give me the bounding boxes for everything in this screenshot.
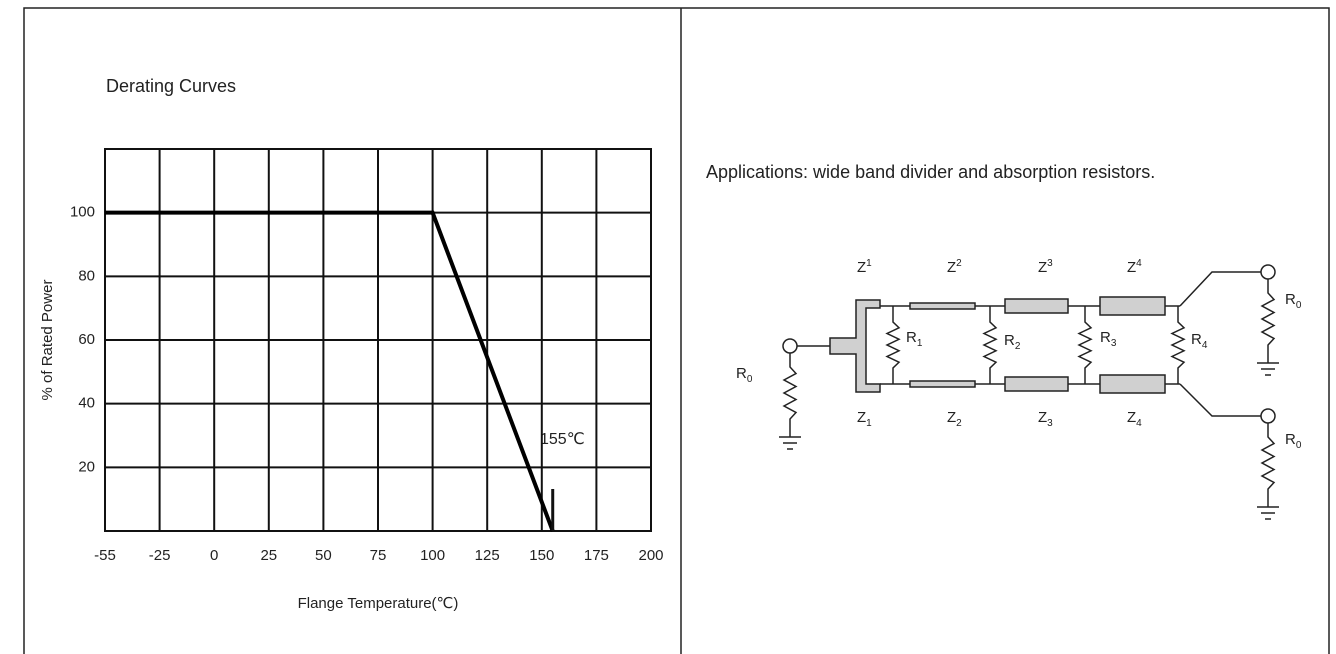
resistor [782, 353, 798, 437]
component-label: R0 [1285, 291, 1302, 311]
y-tick-label: 80 [78, 267, 95, 284]
wire [880, 305, 1180, 385]
chart-title: Derating Curves [106, 76, 236, 96]
resistor [1170, 306, 1186, 384]
label-index: 0 [1296, 440, 1302, 451]
annotation: 155℃ [540, 431, 585, 448]
resistor [1260, 279, 1276, 363]
label-index: 2 [956, 258, 962, 269]
line-segment [1099, 374, 1166, 394]
x-tick-label: 50 [315, 547, 332, 564]
x-axis-label: Flange Temperature(℃) [298, 595, 459, 612]
line-segment [909, 380, 976, 388]
x-tick-label: 200 [638, 547, 663, 564]
page-border [23, 7, 1330, 654]
component-label: Z3 [1038, 409, 1053, 429]
y-tick-label: 20 [78, 458, 95, 475]
resistor [885, 306, 901, 384]
label-base: R [1004, 332, 1015, 349]
label-base: R [1100, 329, 1111, 346]
component-label: Z4 [1127, 409, 1142, 429]
label-base: R [736, 365, 747, 382]
label-index: 2 [1015, 341, 1021, 352]
label-index: 1 [866, 418, 872, 429]
component-label: R0 [736, 365, 753, 385]
label-base: R [906, 329, 917, 346]
component-label: R0 [1285, 431, 1302, 451]
component-label: Z1 [857, 409, 872, 429]
label-base: Z [857, 259, 866, 276]
label-index: 0 [747, 374, 753, 385]
label-base: Z [1038, 259, 1047, 276]
x-tick-label: 75 [370, 547, 387, 564]
t-connector [829, 299, 881, 393]
derating-line [105, 210, 555, 532]
component-label: Z4 [1127, 258, 1142, 276]
label-base: Z [947, 259, 956, 276]
label-index: 3 [1111, 338, 1117, 349]
label-index: 4 [1136, 418, 1142, 429]
label-index: 3 [1047, 418, 1053, 429]
y-tick-label: 40 [78, 395, 95, 412]
component-label: Z3 [1038, 258, 1053, 276]
label-base: R [1191, 331, 1202, 348]
component-label: Z1 [857, 258, 872, 276]
label-base: Z [1038, 409, 1047, 426]
x-tick-label: -55 [94, 547, 116, 564]
port [1260, 408, 1276, 424]
resistor [1260, 423, 1276, 507]
label-index: 1 [917, 338, 923, 349]
component-label: Z2 [947, 409, 962, 429]
component-label: R1 [906, 329, 923, 349]
component-label: R4 [1191, 331, 1208, 351]
label-index: 3 [1047, 258, 1053, 269]
component-label: R3 [1100, 329, 1117, 349]
label-base: R [1285, 291, 1296, 308]
x-tick-label: 100 [420, 547, 445, 564]
line-segment [1099, 296, 1166, 316]
caption: Applications: wide band divider and abso… [706, 162, 1155, 182]
resistor [982, 306, 998, 384]
x-tick-label: 175 [584, 547, 609, 564]
port [782, 338, 798, 354]
label-index: 0 [1296, 300, 1302, 311]
ground [779, 436, 801, 450]
label-index: 4 [1202, 340, 1208, 351]
line-segment [1004, 376, 1069, 392]
label-index: 2 [956, 418, 962, 429]
ground [1257, 506, 1279, 520]
label-index: 1 [866, 258, 872, 269]
x-tick-label: 125 [475, 547, 500, 564]
x-tick-label: -25 [149, 547, 171, 564]
line-segment [909, 302, 976, 310]
label-base: Z [1127, 259, 1136, 276]
label-base: R [1285, 431, 1296, 448]
x-tick-label: 25 [260, 547, 277, 564]
port [1260, 264, 1276, 280]
component-label: R2 [1004, 332, 1021, 352]
label-index: 4 [1136, 258, 1142, 269]
label-base: Z [857, 409, 866, 426]
component-label: Z2 [947, 258, 962, 276]
label-base: Z [947, 409, 956, 426]
wire [1179, 271, 1261, 417]
x-tick-label: 150 [529, 547, 554, 564]
circuit-diagram [779, 264, 1279, 520]
x-tick-label: 0 [210, 547, 218, 564]
y-axis-label: % of Rated Power [39, 280, 56, 401]
line-segment [1004, 298, 1069, 314]
y-tick-label: 60 [78, 331, 95, 348]
ground [1257, 362, 1279, 376]
y-tick-label: 100 [70, 204, 95, 221]
resistor [1077, 306, 1093, 384]
label-base: Z [1127, 409, 1136, 426]
